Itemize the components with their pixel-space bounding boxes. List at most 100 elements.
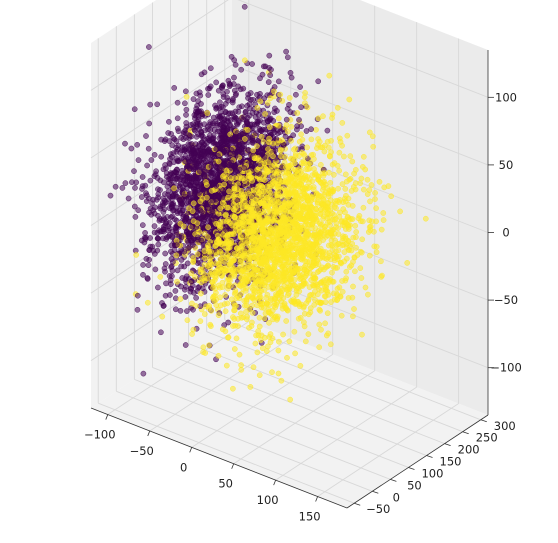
point-yellow [171,185,177,192]
point-yellow [223,362,230,369]
point-yellow [223,175,230,182]
point-yellow [228,239,235,246]
point-purple [239,103,245,110]
point-purple [174,232,180,238]
point-purple [154,101,161,108]
point-yellow [302,100,308,106]
point-yellow [350,234,357,241]
point-yellow [222,267,229,274]
point-yellow [349,216,356,222]
point-purple [190,96,197,102]
point-yellow [296,152,302,159]
y-tick [390,479,397,482]
point-purple [266,52,273,59]
point-yellow [219,279,226,286]
point-yellow [291,160,298,167]
point-yellow [208,187,215,194]
point-purple [198,180,204,187]
point-yellow [251,241,257,248]
y-tick [480,419,487,423]
point-yellow [314,291,321,298]
y-tick [408,467,415,470]
point-yellow [309,241,316,248]
point-yellow [232,204,239,211]
point-purple [254,91,260,98]
point-purple [125,195,132,202]
point-purple [249,61,255,67]
point-yellow [373,218,379,225]
point-purple [112,183,119,190]
point-yellow [304,144,310,151]
point-yellow [314,145,320,151]
point-purple [135,157,142,163]
point-yellow [275,115,282,122]
point-purple [231,57,238,63]
point-yellow [278,230,285,237]
point-yellow [307,265,313,272]
point-yellow [317,210,324,217]
point-purple [165,196,172,203]
point-purple [205,92,212,98]
point-yellow [324,210,331,216]
point-yellow [357,265,364,271]
point-yellow [242,272,248,279]
point-yellow [275,122,282,129]
point-purple [166,205,173,211]
point-yellow [221,301,228,307]
point-purple [190,159,197,166]
point-yellow [367,198,373,205]
point-purple [160,209,167,215]
point-yellow [257,199,264,206]
point-yellow [291,236,298,242]
point-yellow [297,314,304,321]
point-yellow [339,181,346,187]
point-yellow [190,200,197,207]
point-purple [187,190,193,197]
point-purple [315,78,322,85]
point-yellow [229,256,235,263]
point-yellow [225,283,231,289]
point-purple [189,237,195,244]
point-yellow [203,303,210,310]
point-yellow [246,241,253,247]
point-yellow [221,181,228,188]
point-yellow [200,344,207,351]
point-yellow [263,250,269,256]
point-yellow [249,263,256,270]
point-purple [139,222,146,228]
point-purple [134,306,141,313]
point-yellow [264,291,271,298]
point-purple [184,308,190,314]
x-tick [105,414,109,420]
point-yellow [304,161,311,168]
y-tick-label: 100 [421,466,443,480]
point-yellow [380,210,387,216]
point-yellow [322,320,328,327]
point-purple [138,194,145,200]
point-yellow [246,324,252,331]
point-purple [140,271,146,278]
point-yellow [225,194,231,201]
point-yellow [311,230,318,236]
point-purple [188,122,194,128]
point-yellow [316,344,323,351]
point-purple [218,163,225,170]
point-yellow [347,153,354,159]
point-purple [178,263,185,270]
point-purple [155,236,162,242]
point-yellow [275,370,282,377]
point-yellow [246,172,252,179]
point-purple [195,187,201,194]
point-purple [219,120,225,126]
point-purple [239,129,246,135]
point-yellow [362,284,369,291]
point-purple [230,81,237,87]
point-yellow [256,314,263,321]
point-purple [147,235,153,241]
y-tick [354,502,361,506]
point-yellow [329,269,335,276]
point-yellow [261,315,268,322]
point-purple [208,163,215,170]
point-yellow [288,137,295,144]
point-purple [205,126,211,133]
